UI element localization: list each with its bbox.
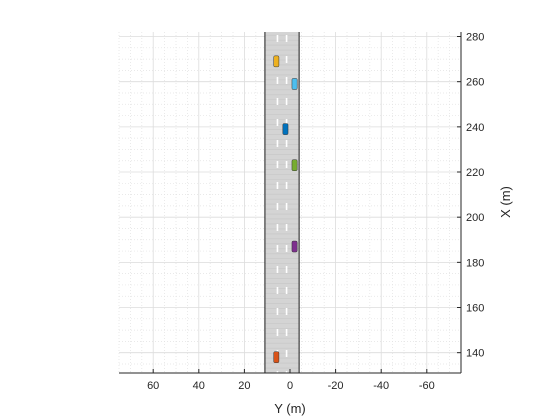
x-tick-label: 40 [193, 380, 205, 392]
x-axis-label: Y (m) [274, 401, 306, 416]
x-tick-label: 0 [287, 380, 293, 392]
y-tick-label: 220 [466, 167, 484, 179]
y-axis-label: X (m) [498, 186, 513, 218]
vehicle-red [274, 352, 279, 363]
vehicle-purple [292, 241, 297, 252]
y-tick-label: 160 [466, 303, 484, 315]
vehicle-blue [283, 124, 288, 135]
y-tick-label: 140 [466, 348, 484, 360]
y-tick-label: 260 [466, 77, 484, 89]
x-tick-label: 20 [238, 380, 250, 392]
vehicle-green [292, 160, 297, 171]
x-tick-label: -40 [373, 380, 389, 392]
x-tick-label: -60 [419, 380, 435, 392]
y-tick-label: 200 [466, 212, 484, 224]
y-tick-label: 240 [466, 122, 484, 134]
x-tick-label: -20 [328, 380, 344, 392]
vehicle-orange [274, 56, 279, 67]
x-tick-label: 60 [147, 380, 159, 392]
vehicle-light-blue [292, 78, 297, 89]
y-tick-label: 180 [466, 257, 484, 269]
y-tick-label: 280 [466, 32, 484, 44]
